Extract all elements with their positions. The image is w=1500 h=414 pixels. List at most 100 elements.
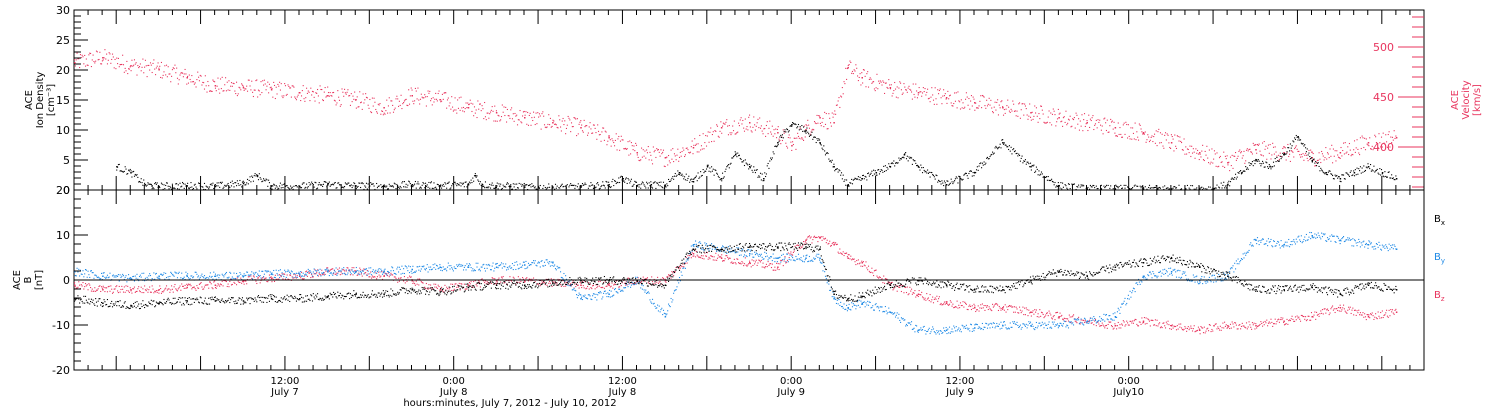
bz-sample [1194,331,1196,333]
bz-sample [1280,317,1282,319]
density-sample [192,187,195,190]
bz-sample [140,286,142,288]
velocity-sample [1174,134,1176,136]
velocity-sample [111,53,114,55]
density-sample [848,185,850,187]
bz-sample [667,276,669,278]
velocity-sample [1045,122,1047,124]
velocity-sample [1292,151,1294,153]
density-sample [344,182,346,184]
velocity-sample [1009,111,1011,113]
velocity-sample [336,102,338,104]
velocity-sample [194,82,196,84]
velocity-sample [1262,155,1264,157]
velocity-sample [817,122,819,124]
bz-sample [306,275,308,277]
density-sample [873,173,875,175]
bz-sample [263,278,265,280]
velocity-sample [568,117,570,119]
density-sample [1012,149,1014,151]
velocity-sample [1148,136,1150,138]
bz-sample [1252,324,1254,326]
density-sample [386,185,388,187]
velocity-sample [903,83,905,85]
velocity-sample [744,118,746,120]
bz-sample [632,280,634,282]
density-sample [1326,174,1329,176]
density-sample [1230,178,1232,180]
velocity-sample [1364,149,1367,151]
bz-sample [903,292,905,294]
bz-sample [341,273,343,275]
velocity-sample [1050,112,1052,114]
velocity-sample [622,139,624,141]
density-sample [1013,151,1016,153]
by-sample [149,274,152,277]
velocity-sample [131,59,133,61]
velocity-sample [1002,114,1005,116]
bz-sample [175,288,177,290]
velocity-sample [999,107,1001,109]
by-sample [95,275,98,277]
velocity-sample [1128,135,1130,137]
velocity-sample [290,87,292,89]
velocity-sample [377,103,379,105]
by-sample [84,269,87,271]
by-sample [176,277,179,279]
bz-sample [668,275,670,277]
density-sample [343,187,345,189]
density-sample [464,181,466,183]
density-sample [1265,161,1267,163]
density-sample [458,184,460,186]
density-sample [434,187,436,189]
velocity-sample [737,131,739,133]
bz-sample [1342,307,1344,309]
bz-sample [1267,325,1269,327]
bz-sample [823,238,825,240]
velocity-point [1142,132,1145,134]
velocity-sample [1194,157,1196,159]
velocity-sample [172,67,174,69]
velocity-sample [164,65,166,67]
velocity-sample [1088,114,1090,116]
density-sample [506,182,508,184]
bz-sample [404,282,406,284]
bz-sample [596,286,598,289]
bz-sample [815,236,817,238]
density-sample [911,163,913,165]
density-sample [1033,164,1035,166]
by-sample [147,278,149,280]
density-sample [232,183,234,185]
velocity-sample [1248,148,1250,151]
bz-sample [1137,325,1139,327]
density-sample [1310,158,1312,160]
bz-sample [964,301,966,303]
density-sample [1267,166,1269,168]
bz-sample [476,285,478,287]
density-sample [1112,188,1114,190]
velocity-sample [1062,125,1064,127]
density-sample [732,157,734,159]
velocity-sample [484,101,486,104]
bz-sample [1063,317,1065,319]
bz-sample [1004,304,1006,306]
velocity-sample [1349,149,1351,151]
bz-sample [215,287,217,289]
bz-sample [1254,328,1256,330]
density-sample [731,157,733,159]
density-sample [1079,186,1081,188]
velocity-sample [459,109,461,111]
density-sample [597,182,599,184]
velocity-sample [84,54,86,57]
velocity-sample [1229,170,1231,172]
bz-sample [160,292,163,294]
density-sample [1162,186,1164,188]
velocity-sample [561,120,563,122]
density-sample [308,182,310,184]
bz-sample [1346,312,1348,314]
bz-sample [1332,305,1334,307]
bz-sample [1381,310,1383,312]
bz-sample [861,260,863,262]
by-sample [94,274,96,276]
bz-sample [926,293,928,295]
